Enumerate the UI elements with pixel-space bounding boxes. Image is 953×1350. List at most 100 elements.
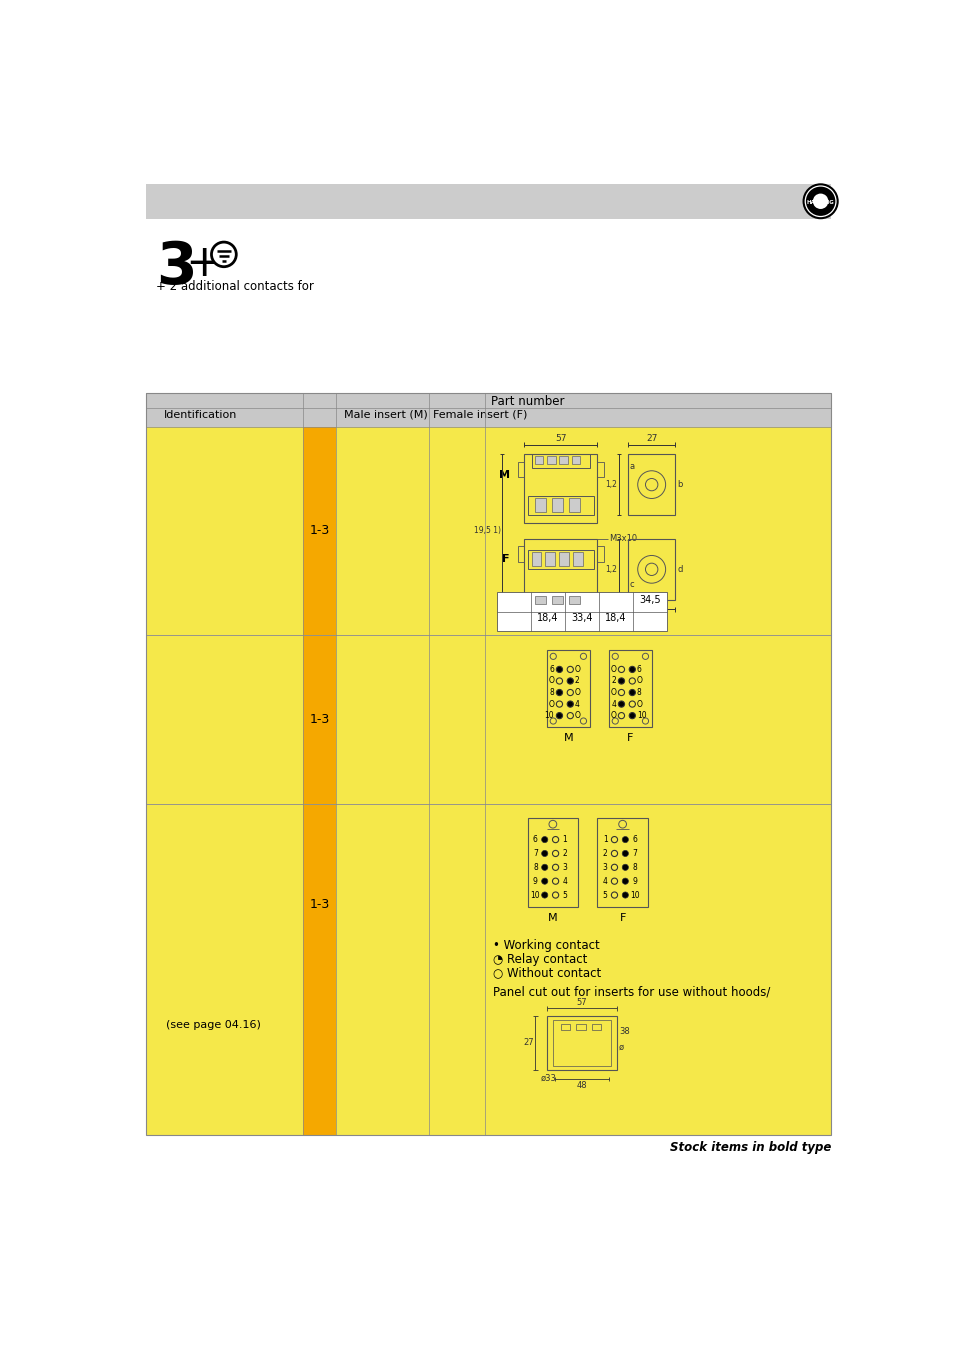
Text: Part number: Part number <box>491 396 564 408</box>
Bar <box>568 597 579 603</box>
Bar <box>558 456 567 464</box>
Text: F: F <box>626 733 633 744</box>
Bar <box>146 427 159 1135</box>
Bar <box>531 552 540 566</box>
Text: 34,5: 34,5 <box>639 595 660 605</box>
Text: Male insert (M): Male insert (M) <box>344 410 427 420</box>
Text: 5: 5 <box>602 891 607 899</box>
Text: 6: 6 <box>632 836 637 844</box>
Circle shape <box>556 690 562 695</box>
Bar <box>568 498 579 512</box>
Circle shape <box>802 185 837 219</box>
Text: 2: 2 <box>611 676 616 686</box>
Bar <box>551 597 562 603</box>
Text: 1,2: 1,2 <box>605 564 617 574</box>
Bar <box>159 805 303 1135</box>
Text: 2: 2 <box>575 676 579 686</box>
Text: 18,4: 18,4 <box>604 613 626 624</box>
Text: 34: 34 <box>645 612 657 620</box>
Bar <box>546 456 555 464</box>
Text: + 2 additional contacts for: + 2 additional contacts for <box>155 279 314 293</box>
Text: 1: 1 <box>562 836 567 844</box>
Circle shape <box>812 193 827 209</box>
Text: O: O <box>637 676 642 686</box>
Text: Identification: Identification <box>163 410 236 420</box>
Text: F: F <box>502 555 509 564</box>
Bar <box>628 454 674 516</box>
Text: O: O <box>575 711 580 720</box>
Bar <box>531 454 589 467</box>
Bar <box>576 1023 585 1030</box>
Text: 33,4: 33,4 <box>571 613 592 624</box>
Text: 10: 10 <box>530 891 539 899</box>
Text: 5: 5 <box>562 891 567 899</box>
Bar <box>429 805 484 1135</box>
Bar <box>303 427 335 634</box>
Bar <box>146 393 831 1135</box>
Text: 8: 8 <box>533 863 537 872</box>
Text: 48: 48 <box>576 1080 587 1089</box>
Text: O: O <box>548 676 554 686</box>
Bar <box>573 552 582 566</box>
Text: 9: 9 <box>533 876 537 886</box>
Bar <box>546 1017 617 1069</box>
Text: 3: 3 <box>562 863 567 872</box>
Text: 4: 4 <box>575 699 579 709</box>
Circle shape <box>556 713 562 718</box>
Text: 7: 7 <box>632 849 637 859</box>
Text: ○ Without contact: ○ Without contact <box>493 967 600 980</box>
Text: +: + <box>185 242 222 285</box>
Bar <box>517 547 523 562</box>
Bar <box>545 552 555 566</box>
Text: 38: 38 <box>618 1027 629 1035</box>
Circle shape <box>541 837 547 842</box>
Bar <box>553 1019 610 1066</box>
Text: b: b <box>677 481 682 489</box>
Bar <box>146 409 831 427</box>
Bar <box>429 427 484 634</box>
Circle shape <box>541 850 547 856</box>
Text: M: M <box>498 470 509 479</box>
Bar <box>534 456 542 464</box>
Text: 6: 6 <box>637 666 641 674</box>
Text: 8: 8 <box>632 863 637 872</box>
Text: 3: 3 <box>155 239 196 296</box>
Circle shape <box>621 864 628 871</box>
Text: 64: 64 <box>555 618 566 628</box>
Bar <box>546 651 589 728</box>
Text: 10: 10 <box>637 711 646 720</box>
Text: 2: 2 <box>602 849 607 859</box>
Bar <box>571 456 579 464</box>
Text: 19,5 1): 19,5 1) <box>473 526 500 536</box>
Bar <box>146 393 831 409</box>
Bar <box>335 427 429 634</box>
Text: 57: 57 <box>555 435 566 443</box>
Text: ø33: ø33 <box>540 1073 557 1083</box>
Circle shape <box>621 892 628 898</box>
Circle shape <box>621 850 628 856</box>
Text: F: F <box>618 913 625 923</box>
Text: (see page 04.16): (see page 04.16) <box>166 1019 260 1030</box>
Bar <box>146 184 831 219</box>
Bar <box>551 498 562 512</box>
Text: 18,4: 18,4 <box>537 613 558 624</box>
Circle shape <box>212 242 236 267</box>
Circle shape <box>618 678 624 684</box>
Bar <box>597 547 603 562</box>
Bar <box>303 805 335 1135</box>
Bar <box>159 427 303 634</box>
Text: Female insert (F): Female insert (F) <box>433 410 527 420</box>
Text: M: M <box>563 733 573 744</box>
Text: • Working contact: • Working contact <box>493 940 598 952</box>
Text: 1,2: 1,2 <box>605 481 617 489</box>
Bar <box>523 454 597 524</box>
Text: Panel cut out for inserts for use without hoods/: Panel cut out for inserts for use withou… <box>493 986 769 998</box>
Text: 7: 7 <box>533 849 537 859</box>
Bar <box>527 549 593 570</box>
Bar <box>560 1023 570 1030</box>
Text: 1-3: 1-3 <box>309 524 330 537</box>
Bar <box>592 1023 600 1030</box>
Bar <box>484 427 831 634</box>
Text: 27: 27 <box>522 1038 534 1048</box>
Bar <box>527 818 578 907</box>
